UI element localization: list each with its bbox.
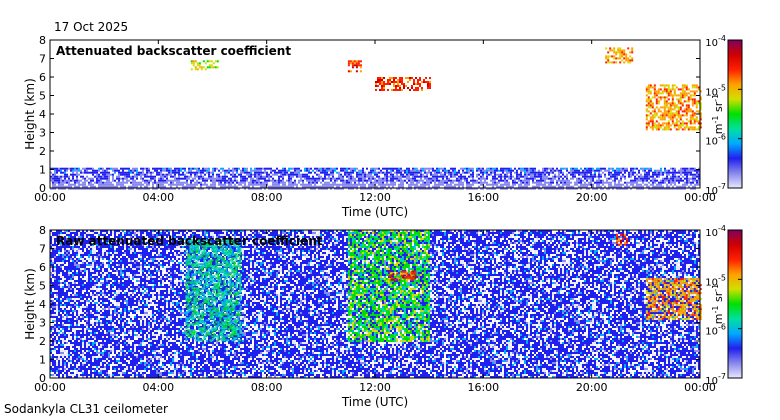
colorbar-label: 10-6 — [705, 133, 726, 148]
feature-cloud-11-00 — [347, 60, 362, 73]
y-tick-label: 0 — [39, 182, 46, 195]
x-tick-label: 12:00 — [359, 381, 391, 394]
colorbar-label: 10-4 — [705, 224, 726, 239]
feature-green-band-11-00 — [347, 230, 430, 342]
feature-cloud-05-00 — [190, 60, 219, 71]
y-tick-label: 8 — [39, 34, 46, 47]
colorbar-gradient — [727, 229, 743, 379]
colorbar-unit: m-1 sr-1 — [711, 284, 725, 324]
colorbar: 10-4 10-5 10-6 10-7 m-1 sr-1 — [705, 34, 743, 197]
x-tick-label: 00:00 — [684, 381, 716, 394]
x-tick-label: 08:00 — [251, 191, 283, 204]
x-tick-label: 08:00 — [251, 381, 283, 394]
x-tick-label: 20:00 — [576, 191, 608, 204]
colorbar-gradient — [727, 39, 743, 189]
x-tick-label: 04:00 — [142, 191, 174, 204]
y-axis-label: Height (km) — [23, 78, 37, 149]
feature-cloud-22-00 — [645, 84, 702, 131]
y-tick-label: 1 — [39, 354, 46, 367]
heatmap-features — [50, 47, 702, 190]
y-tick-label: 4 — [39, 108, 46, 121]
feature-cloud-12-30 — [388, 270, 417, 281]
x-tick-label: 16:00 — [467, 381, 499, 394]
colorbar: 10-4 10-5 10-6 10-7 m-1 sr-1 — [705, 224, 743, 387]
y-tick-label: 7 — [39, 53, 46, 66]
colorbar-label: 10-4 — [705, 34, 726, 49]
chart-title: Raw attenuated backscatter coefficient — [56, 234, 323, 248]
feature-boundary-layer — [50, 167, 700, 190]
y-tick-label: 0 — [39, 372, 46, 385]
colorbar-unit: m-1 sr-1 — [711, 94, 725, 134]
y-axis-label: Height (km) — [23, 268, 37, 339]
colorbar-label: 10-7 — [705, 372, 726, 387]
x-axis-label: Time (UTC) — [341, 395, 408, 409]
feature-cloud-12-30 — [375, 77, 431, 91]
y-tick-label: 3 — [39, 127, 46, 140]
y-tick-label: 3 — [39, 317, 46, 330]
y-tick-label: 5 — [39, 90, 46, 103]
x-tick-label: 00:00 — [684, 191, 716, 204]
chart-panel-2: Raw attenuated backscatter coefficient00… — [23, 224, 743, 409]
x-tick-label: 12:00 — [359, 191, 391, 204]
feature-green-band-05-00 — [185, 239, 242, 342]
x-tick-label: 00:00 — [34, 191, 66, 204]
colorbar-label: 10-6 — [705, 323, 726, 338]
y-tick-label: 6 — [39, 71, 46, 84]
y-tick-label: 4 — [39, 298, 46, 311]
feature-noise-field — [50, 230, 700, 378]
colorbar-label: 10-7 — [705, 182, 726, 197]
x-tick-label: 20:00 — [576, 381, 608, 394]
x-tick-label: 16:00 — [467, 191, 499, 204]
x-tick-label: 00:00 — [34, 381, 66, 394]
x-tick-label: 04:00 — [142, 381, 174, 394]
feature-cloud-22-00 — [645, 278, 702, 321]
feature-cloud-21-00 — [605, 47, 634, 64]
feature-cloud-21-00 — [616, 233, 628, 246]
colorbar-label: 10-5 — [705, 83, 726, 98]
colorbar-label: 10-5 — [705, 273, 726, 288]
y-tick-label: 2 — [39, 145, 46, 158]
y-tick-label: 2 — [39, 335, 46, 348]
x-axis-label: Time (UTC) — [341, 205, 408, 219]
chart-title: Attenuated backscatter coefficient — [56, 44, 291, 58]
y-tick-label: 7 — [39, 243, 46, 256]
instrument-label: Sodankyla CL31 ceilometer — [4, 402, 168, 416]
heatmap-features — [50, 230, 702, 378]
plot-date: 17 Oct 2025 — [54, 20, 128, 34]
plot-area — [50, 40, 700, 188]
y-tick-label: 6 — [39, 261, 46, 274]
y-tick-label: 5 — [39, 280, 46, 293]
y-tick-label: 8 — [39, 224, 46, 237]
y-tick-label: 1 — [39, 164, 46, 177]
